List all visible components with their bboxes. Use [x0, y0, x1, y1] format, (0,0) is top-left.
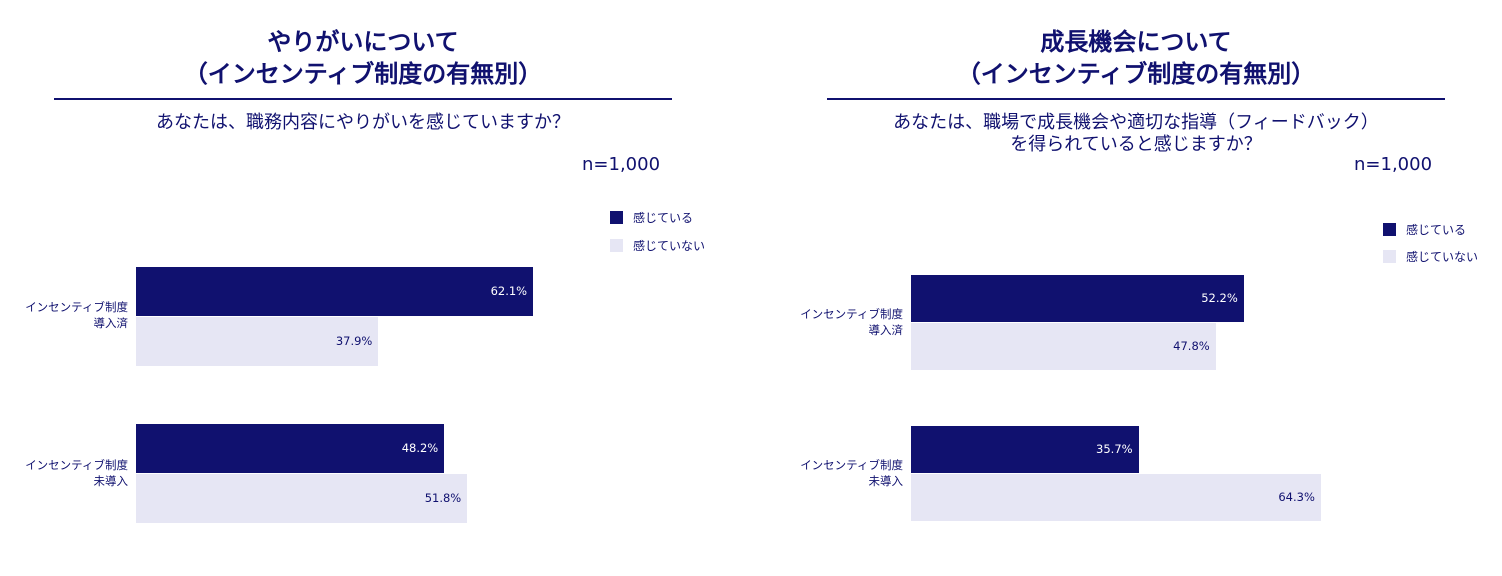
survey-question: あなたは、職務内容にやりがいを感じていますか？ [54, 112, 672, 134]
question-line: を得られていると感じますか？ [1010, 134, 1262, 155]
sample-size: n=1,000 [1354, 154, 1433, 175]
bar-value-label: 37.9% [335, 333, 373, 348]
bar-value-label: 51.8% [424, 490, 462, 505]
category-label-line: インセンティブ制度 [800, 458, 903, 472]
bar-value-label: 35.7% [1096, 441, 1133, 456]
category-label-line: 未導入 [93, 474, 129, 488]
legend-label: 感じている [1406, 223, 1467, 237]
chart-title-line: （インセンティブ制度の有無別） [183, 60, 543, 88]
bar-felt [911, 426, 1139, 473]
legend-label: 感じている [633, 211, 694, 225]
chart-title-line: （インセンティブ制度の有無別） [956, 60, 1316, 88]
chart-panel-right: 成長機会について （インセンティブ制度の有無別） あなたは、職場で成長機会や適切… [751, 0, 1502, 576]
legend-swatch [610, 239, 623, 252]
bar-value-label: 48.2% [401, 440, 439, 455]
category-label-introduced: インセンティブ制度 導入済 [0, 299, 128, 331]
legend-item-felt: 感じている [1383, 221, 1466, 238]
question-line: あなたは、職務内容にやりがいを感じていますか？ [156, 112, 570, 133]
bar-felt [136, 267, 534, 316]
category-label-line: 未導入 [868, 474, 904, 488]
category-label-not-introduced: インセンティブ制度 未導入 [0, 457, 128, 489]
bar-felt [136, 424, 445, 473]
category-label-line: 導入済 [93, 316, 129, 330]
legend-label: 感じていない [1406, 250, 1479, 264]
title-divider [827, 98, 1445, 100]
legend-swatch [1383, 250, 1396, 263]
category-label-line: インセンティブ制度 [800, 307, 903, 321]
legend-item-not-felt: 感じていない [610, 237, 705, 254]
category-label-not-introduced: インセンティブ制度 未導入 [775, 457, 903, 489]
bar-value-label: 64.3% [1278, 489, 1315, 504]
chart-panel-left: やりがいについて （インセンティブ制度の有無別） あなたは、職務内容にやりがいを… [0, 26, 726, 523]
chart-title-line: 成長機会について [1040, 28, 1232, 56]
category-label-line: インセンティブ制度 [25, 300, 128, 314]
legend-item-felt: 感じている [610, 209, 693, 226]
bar-felt [911, 275, 1244, 322]
chart-title-line: やりがいについて [267, 28, 459, 56]
category-label-line: インセンティブ制度 [25, 458, 128, 472]
legend-swatch [1383, 223, 1396, 236]
legend-label: 感じていない [633, 239, 706, 253]
legend-swatch [610, 211, 623, 224]
survey-question: あなたは、職場で成長機会や適切な指導（フィードバック） を得られていると感じます… [811, 112, 1461, 156]
sample-size: n=1,000 [582, 154, 661, 175]
bar-value-label: 62.1% [490, 283, 528, 298]
bar-not-felt [911, 323, 1216, 370]
chart-title: やりがいについて （インセンティブ制度の有無別） [0, 26, 726, 90]
question-line: あなたは、職場で成長機会や適切な指導（フィードバック） [893, 112, 1379, 133]
category-label-line: 導入済 [868, 323, 904, 337]
bar-value-label: 52.2% [1201, 290, 1238, 305]
bar-not-felt [136, 474, 468, 523]
legend-item-not-felt: 感じていない [1383, 248, 1478, 265]
bar-not-felt [911, 474, 1321, 521]
bar-not-felt [136, 317, 379, 366]
chart-title: 成長機会について （インセンティブ制度の有無別） [751, 26, 1502, 90]
bar-value-label: 47.8% [1173, 338, 1210, 353]
title-divider [54, 98, 672, 100]
category-label-introduced: インセンティブ制度 導入済 [775, 306, 903, 338]
